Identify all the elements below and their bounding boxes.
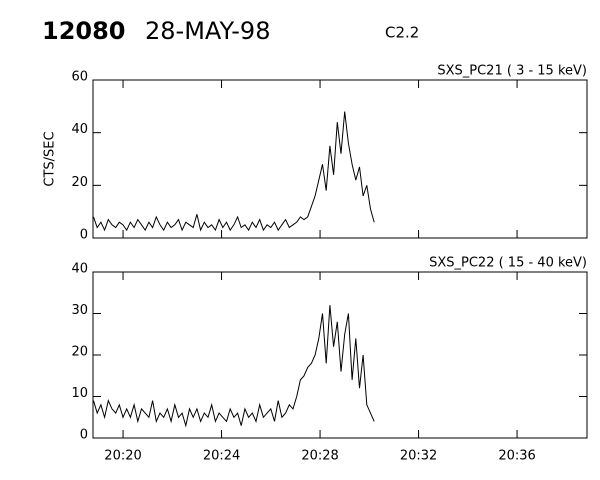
y-tick-label: 40 [71, 262, 88, 277]
x-tick-label: 20:36 [498, 449, 535, 464]
data-line [93, 111, 375, 232]
y-tick-label: 30 [71, 303, 88, 318]
header-class: C2.2 [385, 24, 419, 42]
y-tick-label: 60 [71, 70, 88, 85]
panel-subtitle: SXS_PC21 ( 3 - 15 keV) [437, 64, 587, 79]
data-line [93, 305, 375, 428]
y-tick-label: 0 [80, 428, 88, 443]
x-tick-label: 20:24 [203, 449, 240, 464]
y-tick-label: 10 [71, 386, 88, 401]
y-tick-label: 20 [71, 345, 88, 360]
header-date: 28-MAY-98 [145, 17, 270, 45]
x-tick-label: 20:20 [104, 449, 141, 464]
header-number: 12080 [42, 17, 126, 45]
x-tick-label: 20:28 [301, 449, 338, 464]
panel-subtitle: SXS_PC22 ( 15 - 40 keV) [429, 256, 587, 271]
y-axis-label: CTS/SEC [43, 131, 58, 186]
y-tick-label: 20 [71, 175, 88, 190]
x-tick-label: 20:32 [400, 449, 437, 464]
y-tick-label: 0 [80, 228, 88, 243]
plot-frame [92, 79, 588, 239]
y-tick-label: 40 [71, 122, 88, 137]
